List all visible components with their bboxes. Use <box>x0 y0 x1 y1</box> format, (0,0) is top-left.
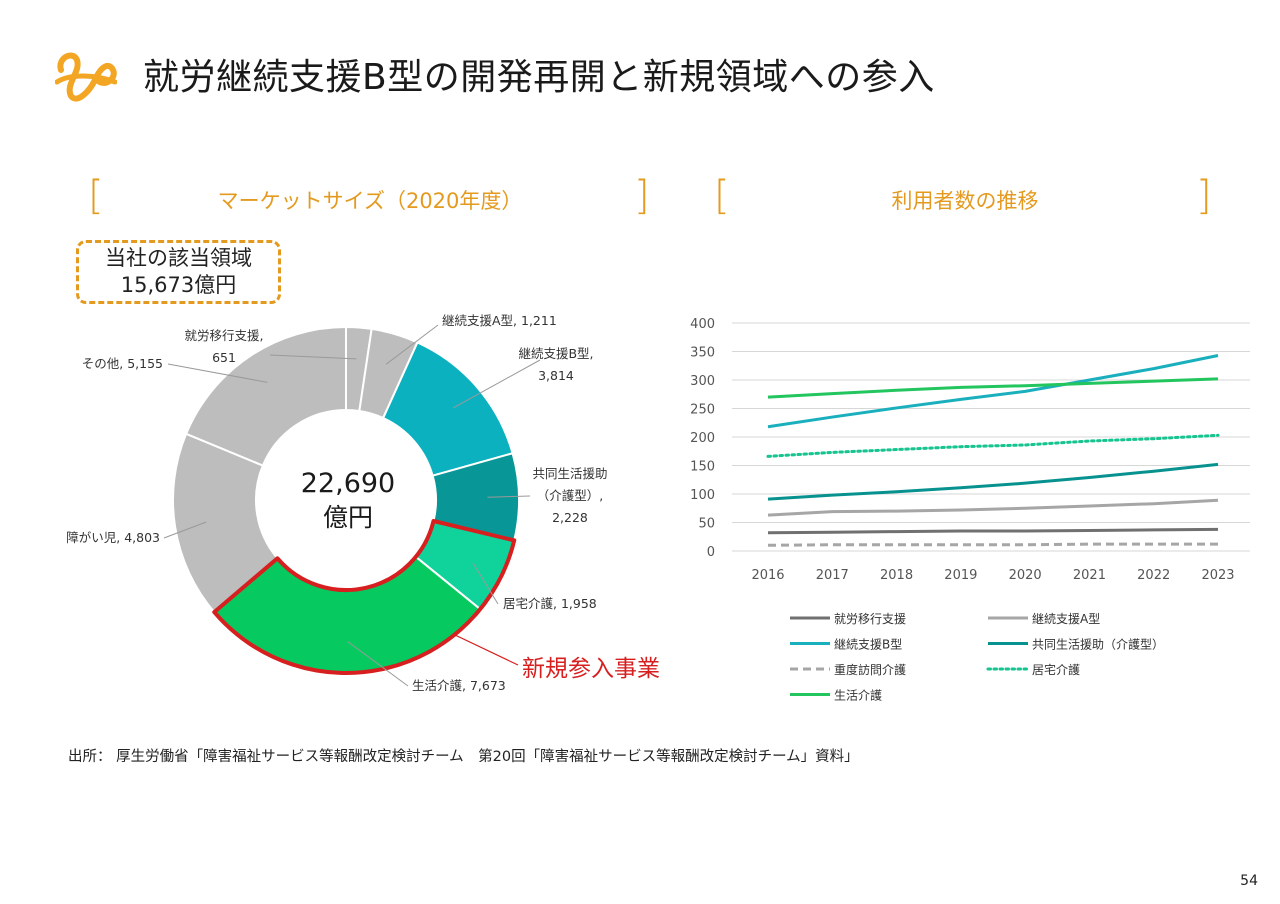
y-tick-label: 350 <box>690 346 715 361</box>
series-line-4 <box>767 542 1218 547</box>
new-entry-label: 新規参入事業 <box>522 656 660 682</box>
donut-label-slice-3: 共同生活援助 <box>532 466 607 481</box>
leader-slice-6 <box>163 521 207 539</box>
callout-value: 15,673億円 <box>120 273 237 297</box>
x-tick-label: 2018 <box>880 568 913 583</box>
new-entry-highlight <box>212 519 519 675</box>
donut-label-slice-2: 3,814 <box>538 368 574 383</box>
series-line-0 <box>767 527 1219 535</box>
leader-slice-0 <box>269 354 357 360</box>
donut-center-unit: 億円 <box>323 503 373 532</box>
leader-slice-5 <box>347 641 409 687</box>
donut-label-slice-7: その他, 5,155 <box>82 356 163 371</box>
y-tick-label: 400 <box>690 317 715 332</box>
y-tick-label: 0 <box>707 545 715 560</box>
donut-label-slice-3: 2,228 <box>552 510 588 525</box>
leader-slice-3 <box>487 495 531 498</box>
donut-slice-6 <box>172 432 279 614</box>
x-tick-label: 2020 <box>1009 568 1042 583</box>
series-line-3 <box>767 462 1219 501</box>
x-tick-label: 2016 <box>751 568 784 583</box>
new-entry-outline <box>212 519 517 675</box>
donut-label-slice-4: 居宅介護, 1,958 <box>503 596 597 611</box>
legend-label-0: 就労移行支援 <box>834 612 906 626</box>
page-title: 就労継続支援B型の開発再開と新規領域への参入 <box>143 57 935 98</box>
donut-center-value: 22,690 <box>301 468 395 499</box>
legend-label-1: 継続支援A型 <box>1032 611 1100 626</box>
right-bracket-open: [ <box>714 173 730 219</box>
y-tick-label: 50 <box>698 517 715 532</box>
legend-label-5: 居宅介護 <box>1032 662 1080 677</box>
x-tick-label: 2021 <box>1073 568 1106 583</box>
legend-label-4: 重度訪問介護 <box>834 662 906 677</box>
new-entry-pointer <box>454 634 519 666</box>
donut-label-slice-5: 生活介護, 7,673 <box>412 678 506 693</box>
series-line-1 <box>767 498 1219 517</box>
source-note: 出所： 厚生労働省「障害福祉サービス等報酬改定検討チーム 第20回「障害福祉サー… <box>68 749 859 765</box>
y-tick-label: 200 <box>690 431 715 446</box>
y-tick-label: 300 <box>690 374 715 389</box>
leader-slice-1 <box>385 324 439 365</box>
callout-label: 当社の該当領域 <box>105 246 252 270</box>
line-chart-y-ticks: 0 50 100 150 200 250 300 350 400 <box>690 317 715 560</box>
market-size-donut-chart: 就労移行支援, 651 継続支援A型, 1,211 継続支援B型, 3,814 共同生活援… <box>66 313 660 693</box>
x-tick-label: 2017 <box>816 568 849 583</box>
donut-labels: 就労移行支援, 651 継続支援A型, 1,211 継続支援B型, 3,814 共同生活援… <box>66 313 607 693</box>
line-chart-x-ticks: 2016 2017 2018 2019 2020 2021 2022 2023 <box>751 568 1234 583</box>
donut-label-slice-0: 651 <box>212 350 236 365</box>
donut-label-slice-3: （介護型）, <box>537 488 603 503</box>
right-bracket-close: ] <box>1196 173 1212 219</box>
left-bracket-open: [ <box>88 173 104 219</box>
donut-label-slice-1: 継続支援A型, 1,211 <box>442 313 557 328</box>
legend-label-2: 継続支援B型 <box>834 637 902 652</box>
x-tick-label: 2019 <box>944 568 977 583</box>
donut-slice-7 <box>184 325 347 467</box>
company-logo <box>55 52 117 102</box>
users-trend-title: 利用者数の推移 <box>891 189 1039 213</box>
series-line-5 <box>766 433 1220 458</box>
y-tick-label: 100 <box>690 488 715 503</box>
x-tick-label: 2022 <box>1137 568 1170 583</box>
donut-leader-lines <box>163 324 541 687</box>
leader-slice-7 <box>167 363 268 383</box>
legend-label-6: 生活介護 <box>834 688 882 703</box>
series-line-6 <box>767 377 1219 399</box>
x-tick-label: 2023 <box>1201 568 1234 583</box>
donut-label-slice-2: 継続支援B型, <box>518 346 593 361</box>
page-number: 54 <box>1240 873 1258 889</box>
left-bracket-close: ] <box>634 173 650 219</box>
y-tick-label: 250 <box>690 403 715 418</box>
line-chart-series <box>766 354 1220 547</box>
y-tick-label: 150 <box>690 460 715 475</box>
donut-label-slice-0: 就労移行支援, <box>185 328 264 343</box>
leader-slice-4 <box>472 562 499 605</box>
market-size-title: マーケットサイズ（2020年度） <box>217 189 523 213</box>
series-line-2 <box>767 354 1219 429</box>
leader-slice-2 <box>453 359 541 409</box>
legend-label-3: 共同生活援助（介護型） <box>1032 637 1164 652</box>
target-area-callout: 当社の該当領域 15,673億円 <box>76 240 281 304</box>
donut-label-slice-6: 障がい児, 4,803 <box>66 530 160 545</box>
